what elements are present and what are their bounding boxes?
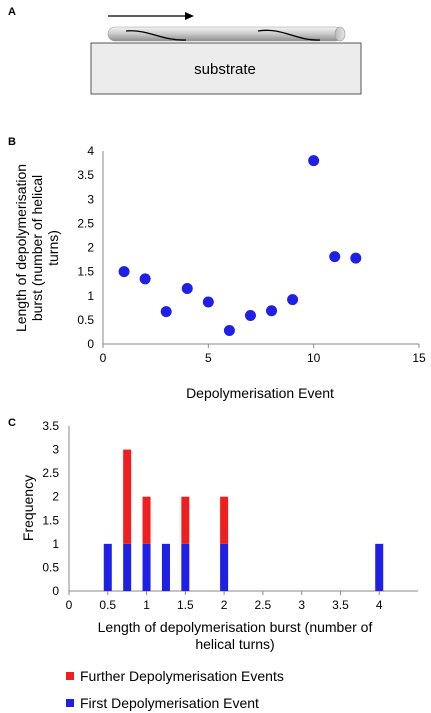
hist-x-tick-label: 4 [376,598,383,612]
hist-x-tick-label: 2 [221,598,228,612]
panel-label-b: B [8,136,16,148]
scatter-x-tick-label: 0 [100,351,107,365]
bar-first-event [142,543,151,591]
scatter-y-axis-title: Length of depolymerisation burst (number… [13,164,61,332]
scatter-y-tick-label: 4 [87,144,94,158]
scatter-point [244,310,256,322]
histogram-chart: 0 0.5 1 1.5 2 2.5 3 3.5 0 0.5 1 1.5 2 2.5 3 3.5 4 Frequ… [20,419,418,711]
scatter-point [118,266,130,278]
scatter-point [202,296,214,308]
direction-arrow-head [185,12,194,20]
scatter-ylabel-line-3: turns) [45,230,61,266]
bar-further-events [220,496,229,544]
scatter-y-tick-label: 3.5 [77,168,94,182]
scatter-y-tick-label: 1.5 [77,265,94,279]
hist-y-axis-title: Frequency [20,475,36,541]
bar-further-events [123,449,132,544]
legend-swatch-first [66,699,74,707]
bar-first-event [220,543,229,591]
scatter-ylabel-line-2: burst (number of helical [29,175,45,321]
hist-y-tick-label: 0 [52,584,59,598]
bar-first-event [181,543,190,591]
scatter-x-axis-title: Depolymerisation Event [186,385,334,401]
hist-x-tick-label: 1 [143,598,150,612]
helix-segment-right [257,29,321,41]
bar-further-events [142,496,151,544]
scatter-y-tick-label: 1 [87,289,94,303]
hist-y-tick-label: 1.5 [42,513,59,527]
diagram-a: substrate [90,12,362,95]
hist-y-tick-label: 1 [52,537,59,551]
legend-label-further: Further Depolymerisation Events [80,668,284,684]
scatter-point [329,251,341,263]
hist-x-tick-label: 0 [66,598,73,612]
scatter-point [181,283,193,295]
bar-first-event [161,543,170,591]
hist-y-tick-label: 3.5 [42,419,59,433]
legend-label-first: First Depolymerisation Event [80,695,259,711]
hist-x-tick-label: 3.5 [332,598,349,612]
hist-xlabel-line-1: Length of depolymerisation burst (number… [98,619,373,635]
hist-x-tick-label: 3 [298,598,305,612]
scatter-y-tick-label: 0.5 [77,313,94,327]
hist-y-tick-label: 2 [52,490,59,504]
scatter-y-tick-label: 0 [87,337,94,351]
scatter-point [308,155,320,167]
scatter-y-tick-label: 2.5 [77,216,94,230]
substrate-label: substrate [194,61,256,78]
bar-first-event [103,543,112,591]
scatter-y-tick-label: 3 [87,192,94,206]
hist-x-tick-label: 0.5 [99,598,116,612]
hist-x-tick-label: 1.5 [177,598,194,612]
hist-x-tick-label: 2.5 [255,598,272,612]
rod-cap [334,26,346,42]
scatter-ylabel-line-1: Length of depolymerisation [13,164,29,332]
scatter-point [223,324,235,336]
legend-swatch-further [66,672,74,680]
scatter-point [160,306,172,318]
scatter-point [350,252,362,264]
substrate-block [90,42,362,95]
scatter-point [139,273,151,285]
panel-label-a: A [8,6,16,18]
scatter-x-tick-label: 10 [307,351,321,365]
bar-first-event [123,543,132,591]
hist-y-tick-label: 3 [52,443,59,457]
hist-legend: Further Depolymerisation Events First De… [66,668,284,711]
scatter-point [287,294,299,306]
scatter-y-tick-label: 2 [87,241,94,255]
hist-xlabel-line-2: helical turns) [195,636,274,652]
helix-segment-left [125,30,187,41]
scatter-point [266,305,278,317]
bar-first-event [375,543,384,591]
bar-further-events [181,496,190,544]
scatter-x-tick-label: 15 [412,351,426,365]
panel-label-c: C [8,417,16,429]
scatter-x-tick-label: 5 [205,351,212,365]
scatter-chart: 0 0.5 1 1.5 2 2.5 3 3.5 4 0 5 10 15 Length of depol… [13,144,426,401]
hist-y-tick-label: 0.5 [42,560,59,574]
hist-y-tick-label: 2.5 [42,466,59,480]
